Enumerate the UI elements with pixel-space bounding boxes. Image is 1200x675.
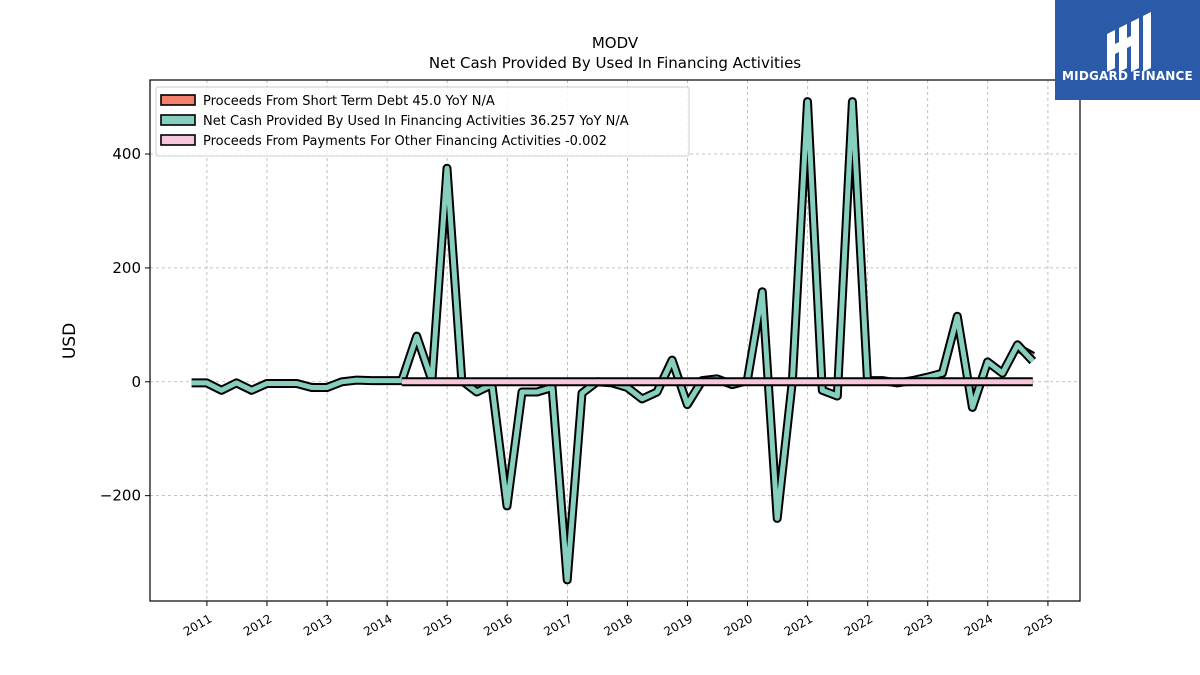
legend-label: Proceeds From Payments For Other Financi… (203, 134, 607, 149)
x-tick-label: 2021 (782, 611, 815, 638)
x-tick-label: 2011 (181, 611, 214, 638)
series-line (191, 99, 1035, 583)
plot-frame (149, 79, 1081, 602)
x-tick-label: 2018 (601, 611, 634, 638)
y-tick-label: 0 (131, 373, 141, 391)
x-tick-label: 2025 (1022, 611, 1055, 638)
x-tick-label: 2015 (421, 611, 454, 638)
grid-lines (150, 80, 1080, 601)
legend-box (155, 86, 690, 157)
legend-label: Proceeds From Short Term Debt 45.0 YoY N… (203, 94, 495, 109)
y-axis-label: USD (60, 323, 80, 359)
x-tick-label: 2017 (541, 611, 574, 638)
x-tick-label: 2012 (241, 611, 274, 638)
y-axis: −200 0 200 400 (100, 145, 150, 505)
series-outline (191, 97, 1037, 585)
brand-name: MIDGARD FINANCE (1062, 69, 1193, 83)
legend-swatch (160, 94, 196, 106)
x-tick-label: 2023 (902, 611, 935, 638)
y-tick-label: 200 (112, 259, 141, 277)
x-tick-label: 2013 (301, 611, 334, 638)
chart-subtitle: Net Cash Provided By Used In Financing A… (429, 54, 801, 72)
y-tick-label: 400 (112, 145, 141, 163)
chart-title: MODV (592, 34, 639, 52)
legend-label: Net Cash Provided By Used In Financing A… (203, 114, 629, 129)
legend: Proceeds From Short Term Debt 45.0 YoY N… (155, 86, 690, 157)
x-tick-label: 2019 (661, 611, 694, 638)
legend-swatch (160, 114, 196, 126)
x-tick-label: 2024 (962, 611, 995, 638)
series-layer (191, 97, 1037, 585)
x-axis: 2011 2012 2013 2014 2015 2016 2017 2018 2019 2020… (181, 601, 1055, 639)
x-tick-label: 2014 (361, 611, 394, 638)
legend-swatch (160, 134, 196, 146)
brand-mark-icon (1107, 12, 1151, 72)
brand-logo: MIDGARD FINANCE (1055, 0, 1200, 100)
x-tick-label: 2022 (842, 611, 875, 638)
x-tick-label: 2016 (481, 611, 514, 638)
x-tick-label: 2020 (722, 611, 755, 638)
y-tick-label: −200 (100, 487, 141, 505)
